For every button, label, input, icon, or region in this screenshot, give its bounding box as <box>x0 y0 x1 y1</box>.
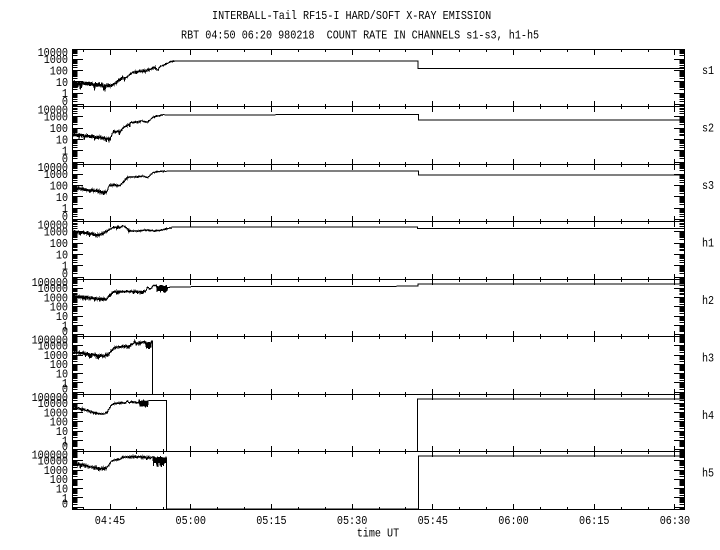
svg-text:10: 10 <box>56 191 68 205</box>
svg-text:h2: h2 <box>702 294 714 308</box>
svg-text:time UT: time UT <box>357 526 400 540</box>
svg-text:0: 0 <box>62 95 68 109</box>
svg-text:s2: s2 <box>702 121 714 135</box>
svg-text:05:00: 05:00 <box>176 514 206 528</box>
svg-text:10: 10 <box>56 76 68 90</box>
svg-text:s3: s3 <box>702 179 714 193</box>
svg-text:100: 100 <box>50 237 68 251</box>
svg-text:1000: 1000 <box>44 226 68 240</box>
svg-text:100: 100 <box>50 473 68 487</box>
svg-text:100000: 100000 <box>32 449 68 463</box>
svg-text:1000: 1000 <box>44 53 68 67</box>
svg-text:06:30: 06:30 <box>660 514 690 528</box>
svg-text:10: 10 <box>56 368 68 382</box>
svg-text:INTERBALL-Tail RF15-I HARD/SOF: INTERBALL-Tail RF15-I HARD/SOFT X-RAY EM… <box>212 9 491 23</box>
svg-text:1: 1 <box>62 202 68 216</box>
svg-text:10000: 10000 <box>38 104 68 118</box>
svg-text:1: 1 <box>62 260 68 274</box>
svg-text:h4: h4 <box>702 409 714 423</box>
svg-text:1000: 1000 <box>44 291 68 305</box>
svg-text:h3: h3 <box>702 351 714 365</box>
svg-text:1000: 1000 <box>44 111 68 125</box>
svg-text:1000: 1000 <box>44 168 68 182</box>
svg-text:1000: 1000 <box>44 406 68 420</box>
svg-text:06:00: 06:00 <box>498 514 528 528</box>
svg-text:0: 0 <box>62 153 68 167</box>
svg-text:1000: 1000 <box>44 349 68 363</box>
svg-text:10: 10 <box>56 483 68 497</box>
svg-text:04:45: 04:45 <box>95 514 125 528</box>
svg-text:0: 0 <box>62 268 68 282</box>
svg-text:10: 10 <box>56 310 68 324</box>
svg-text:10000: 10000 <box>38 46 68 60</box>
svg-text:1: 1 <box>62 492 68 506</box>
svg-text:1000: 1000 <box>44 464 68 478</box>
svg-text:05:30: 05:30 <box>337 514 367 528</box>
svg-text:0: 0 <box>62 498 68 512</box>
svg-text:06:15: 06:15 <box>579 514 609 528</box>
svg-text:0: 0 <box>62 383 68 397</box>
svg-text:100000: 100000 <box>32 276 68 290</box>
svg-text:1: 1 <box>62 145 68 159</box>
svg-text:10: 10 <box>56 133 68 147</box>
svg-text:100: 100 <box>50 180 68 194</box>
svg-text:100: 100 <box>50 358 68 372</box>
svg-text:100: 100 <box>50 416 68 430</box>
svg-text:10000: 10000 <box>38 282 68 296</box>
svg-text:1: 1 <box>62 377 68 391</box>
svg-text:1: 1 <box>62 319 68 333</box>
svg-text:1: 1 <box>62 434 68 448</box>
svg-text:10000: 10000 <box>38 161 68 175</box>
svg-text:100000: 100000 <box>32 391 68 405</box>
svg-text:h5: h5 <box>702 466 714 480</box>
svg-text:1: 1 <box>62 87 68 101</box>
svg-text:100: 100 <box>50 301 68 315</box>
svg-text:10000: 10000 <box>38 397 68 411</box>
svg-text:100000: 100000 <box>32 334 68 348</box>
svg-text:10000: 10000 <box>38 219 68 233</box>
svg-text:0: 0 <box>62 440 68 454</box>
svg-text:s1: s1 <box>702 64 714 78</box>
svg-text:0: 0 <box>62 325 68 339</box>
svg-text:h1: h1 <box>702 236 714 250</box>
svg-text:0: 0 <box>62 210 68 224</box>
svg-text:10000: 10000 <box>38 455 68 469</box>
svg-text:10000: 10000 <box>38 340 68 354</box>
svg-text:10: 10 <box>56 425 68 439</box>
svg-text:10: 10 <box>56 248 68 262</box>
svg-text:RBT 04:50 06:20 980218 COUNT: RBT 04:50 06:20 980218 COUNT RATE IN CHA… <box>181 29 539 43</box>
svg-text:100: 100 <box>50 65 68 79</box>
svg-text:100: 100 <box>50 122 68 136</box>
svg-text:05:15: 05:15 <box>256 514 286 528</box>
svg-text:05:45: 05:45 <box>418 514 448 528</box>
